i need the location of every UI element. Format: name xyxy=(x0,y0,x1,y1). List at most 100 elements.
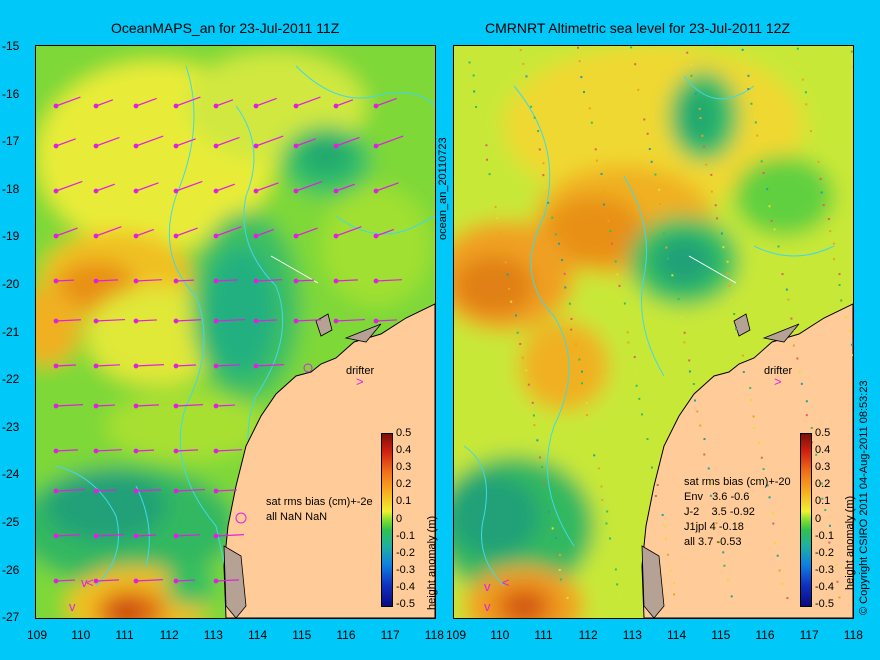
current-arrow xyxy=(175,579,196,582)
altimeter-point xyxy=(506,273,509,276)
altimeter-point xyxy=(762,172,765,175)
altimeter-point xyxy=(790,317,793,320)
altimeter-point xyxy=(618,284,621,287)
current-arrow xyxy=(255,319,278,322)
current-arrow-head xyxy=(373,233,379,239)
current-arrow-head xyxy=(293,103,299,109)
current-arrows xyxy=(53,96,404,584)
current-arrow-head xyxy=(53,278,59,284)
current-arrow-head xyxy=(293,318,299,324)
current-arrow-head xyxy=(213,188,219,194)
current-arrow-head xyxy=(53,233,59,239)
current-arrow xyxy=(95,136,120,147)
track-line xyxy=(270,255,319,284)
altimeter-point xyxy=(814,149,817,152)
altimeter-point xyxy=(747,88,750,91)
altimeter-point xyxy=(747,74,750,77)
x-tick-label: 116 xyxy=(755,628,775,642)
current-arrow xyxy=(295,180,323,192)
current-arrow xyxy=(175,364,197,367)
altimeter-point xyxy=(646,132,649,135)
altimeter-point xyxy=(496,217,499,220)
altimeter-point xyxy=(821,497,824,500)
current-arrow-head xyxy=(53,533,59,539)
altimeter-point xyxy=(735,328,738,331)
altimeter-point xyxy=(749,387,752,390)
x-tick-label: 118 xyxy=(843,628,863,642)
altimeter-point xyxy=(683,341,686,344)
current-arrow xyxy=(215,279,239,282)
altimeter-point xyxy=(778,261,781,264)
altimeter-point xyxy=(836,580,839,583)
current-arrow-head xyxy=(373,278,379,284)
right-colorbar xyxy=(800,433,812,607)
current-arrow xyxy=(135,97,157,107)
current-arrow-head xyxy=(293,278,299,284)
current-arrow-head xyxy=(253,143,259,149)
altimeter-point xyxy=(710,173,713,176)
x-tick-label: 112 xyxy=(159,628,179,642)
altimeter-point xyxy=(798,371,801,374)
y-tick-label: -19 xyxy=(2,229,20,244)
current-arrow xyxy=(375,279,402,282)
colorbar-tick-label: -0.3 xyxy=(396,563,415,576)
current-arrow-head xyxy=(253,188,259,194)
current-arrow-head xyxy=(373,143,379,149)
altimeter-point xyxy=(590,130,593,133)
altimeter-point xyxy=(762,468,765,471)
altimeter-point xyxy=(646,438,649,441)
left-colorbar xyxy=(381,433,393,607)
current-arrow xyxy=(95,449,122,452)
altimeter-point xyxy=(741,354,744,357)
current-arrow xyxy=(55,96,81,107)
current-arrow-head xyxy=(93,233,99,239)
altimeter-point xyxy=(663,525,666,528)
current-arrow-head xyxy=(213,143,219,149)
altimeter-point xyxy=(733,313,736,316)
current-arrow-head xyxy=(133,188,139,194)
altimeter-point xyxy=(560,258,563,261)
altimeter-point xyxy=(614,568,617,571)
current-arrow-head xyxy=(333,188,339,194)
altimeter-point xyxy=(828,524,831,527)
current-arrow-head xyxy=(93,318,99,324)
current-arrow-head xyxy=(173,188,179,194)
altimeter-point xyxy=(630,46,633,49)
right-map-panel: > v < v xyxy=(453,45,854,619)
altimeter-point xyxy=(532,414,535,417)
y-tick-label: -22 xyxy=(2,372,20,387)
current-arrow xyxy=(175,488,205,492)
y-tick-label: -23 xyxy=(2,419,20,434)
altimeter-point xyxy=(638,397,641,400)
x-tick-label: 111 xyxy=(534,628,553,642)
current-arrow xyxy=(295,319,321,322)
current-arrow-head xyxy=(53,488,59,494)
altimeter-point xyxy=(737,341,740,344)
current-arrow xyxy=(215,364,240,367)
x-tick-label: 114 xyxy=(248,628,268,642)
altimeter-point xyxy=(798,62,801,65)
current-arrow-head xyxy=(93,533,99,539)
altimeter-point xyxy=(580,370,583,373)
altimeter-point xyxy=(508,287,511,290)
altimeter-point xyxy=(566,596,569,599)
coast-islands xyxy=(641,545,665,618)
current-arrow-head xyxy=(173,363,179,369)
altimeter-point xyxy=(600,485,603,488)
current-arrow-head xyxy=(53,318,59,324)
current-arrow-head xyxy=(213,578,219,584)
x-tick-label: 118 xyxy=(424,628,444,642)
altimeter-point xyxy=(614,260,617,263)
current-arrow xyxy=(55,180,83,192)
altimeter-point xyxy=(624,317,627,320)
altimeter-point xyxy=(698,107,701,110)
altimeter-point xyxy=(832,242,835,245)
altimeter-point xyxy=(577,46,580,49)
current-arrow xyxy=(135,489,161,492)
colorbar-tick-label: 0.2 xyxy=(396,478,412,491)
altimeter-point xyxy=(728,284,731,287)
altimeter-point xyxy=(619,593,622,596)
current-arrow xyxy=(175,449,199,452)
altimeter-point xyxy=(805,414,808,417)
altimeter-point xyxy=(610,551,613,554)
